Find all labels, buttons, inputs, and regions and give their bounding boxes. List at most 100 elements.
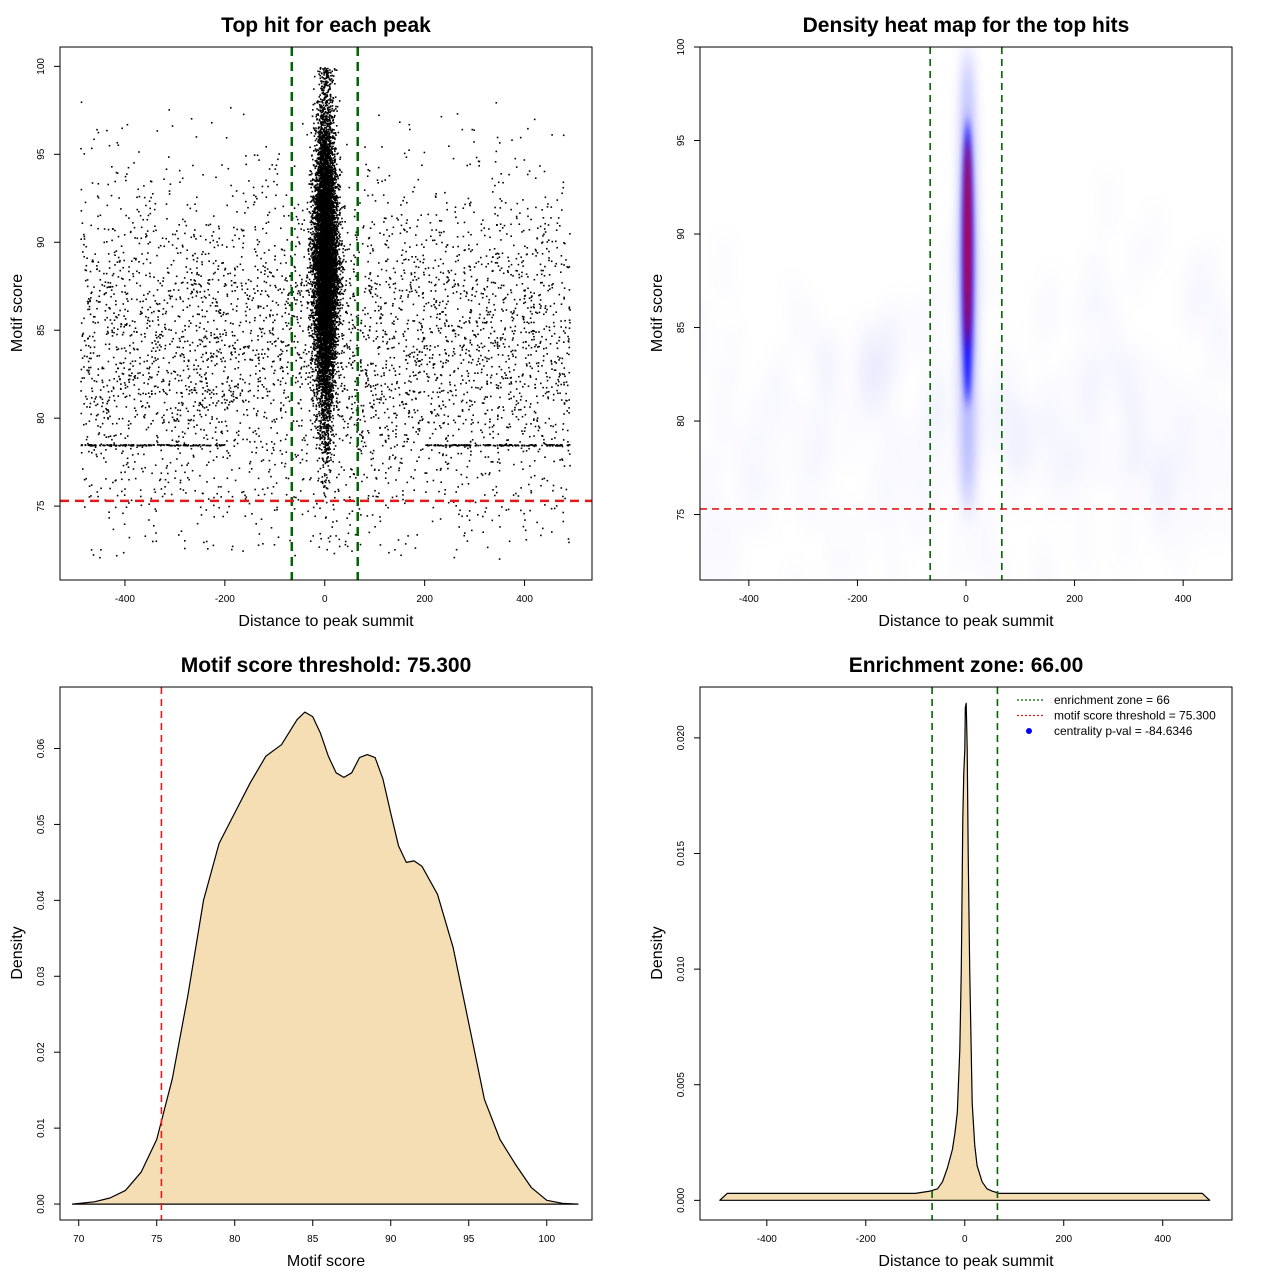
scatter-point bbox=[521, 231, 523, 233]
scatter-point bbox=[97, 433, 100, 436]
scatter-point bbox=[352, 293, 354, 296]
scatter-point bbox=[169, 343, 171, 345]
scatter-point bbox=[355, 236, 358, 239]
scatter-point bbox=[358, 374, 361, 376]
scatter-point bbox=[428, 376, 430, 379]
scatter-point bbox=[163, 419, 165, 421]
scatter-point bbox=[568, 412, 570, 414]
scatter-point bbox=[463, 344, 465, 346]
scatter-point bbox=[489, 444, 492, 446]
scatter-point bbox=[486, 382, 488, 385]
scatter-point bbox=[469, 311, 471, 313]
scatter-point bbox=[433, 421, 435, 424]
scatter-point bbox=[530, 423, 532, 425]
scatter-point bbox=[465, 476, 468, 479]
scatter-point bbox=[407, 328, 409, 330]
scatter-point bbox=[239, 422, 242, 424]
scatter-point bbox=[511, 312, 514, 315]
scatter-point bbox=[306, 307, 309, 309]
scatter-point bbox=[365, 373, 367, 376]
scatter-point bbox=[380, 375, 383, 378]
scatter-point bbox=[401, 309, 403, 311]
scatter-point bbox=[235, 431, 238, 434]
scatter-point bbox=[101, 422, 104, 425]
scatter-point bbox=[125, 350, 127, 352]
scatter-point bbox=[500, 267, 503, 269]
scatter-point bbox=[432, 391, 434, 393]
scatter-point bbox=[160, 472, 163, 474]
scatter-point bbox=[285, 277, 287, 279]
scatter-point bbox=[261, 384, 264, 386]
scatter-point bbox=[426, 480, 429, 483]
scatter-point bbox=[128, 217, 130, 219]
scatter-point bbox=[423, 391, 426, 393]
scatter-point bbox=[302, 123, 304, 125]
scatter-point bbox=[545, 443, 547, 446]
scatter-point bbox=[380, 397, 382, 399]
scatter-point bbox=[107, 409, 109, 411]
scatter-point bbox=[526, 173, 529, 176]
scatter-point bbox=[495, 485, 498, 488]
scatter-point bbox=[167, 481, 170, 484]
scatter-point bbox=[148, 320, 151, 323]
scatter-point bbox=[521, 283, 524, 285]
scatter-point bbox=[113, 319, 116, 321]
scatter-point bbox=[126, 462, 129, 464]
scatter-point bbox=[342, 320, 345, 322]
scatter-point bbox=[232, 308, 234, 311]
scatter-point bbox=[408, 409, 410, 412]
scatter-point bbox=[391, 496, 394, 499]
scatter-point bbox=[539, 293, 541, 296]
scatter-point bbox=[122, 551, 125, 554]
scatter-point bbox=[393, 320, 395, 323]
scatter-point bbox=[104, 319, 106, 321]
scatter-point bbox=[312, 384, 314, 387]
scatter-point bbox=[106, 402, 108, 405]
scatter-point bbox=[522, 433, 524, 435]
scatter-point bbox=[150, 311, 153, 314]
scatter-point bbox=[415, 364, 417, 366]
scatter-point bbox=[384, 440, 387, 442]
scatter-point bbox=[465, 444, 468, 446]
scatter-point bbox=[446, 244, 449, 246]
scatter-point bbox=[514, 157, 517, 160]
scatter-point bbox=[131, 454, 134, 456]
scatter-point bbox=[565, 392, 567, 395]
scatter-point bbox=[385, 363, 387, 366]
scatter-point bbox=[335, 401, 338, 403]
scatter-point bbox=[317, 303, 319, 306]
scatter-point bbox=[155, 331, 157, 333]
scatter-point bbox=[91, 451, 93, 454]
scatter-point bbox=[226, 381, 228, 383]
scatter-point bbox=[533, 330, 535, 332]
scatter-point bbox=[470, 201, 472, 204]
scatter-point bbox=[125, 406, 128, 408]
scatter-point bbox=[453, 285, 456, 287]
scatter-point bbox=[383, 374, 385, 377]
scatter-point bbox=[207, 288, 209, 291]
scatter-point bbox=[334, 496, 336, 499]
scatter-point bbox=[273, 372, 275, 375]
scatter-point bbox=[520, 275, 523, 278]
scatter-point bbox=[234, 368, 236, 370]
scatter-point bbox=[303, 219, 306, 221]
scatter-point bbox=[365, 338, 367, 341]
scatter-point bbox=[120, 444, 122, 446]
scatter-point bbox=[520, 256, 522, 258]
scatter-point bbox=[366, 515, 369, 517]
scatter-point bbox=[297, 290, 300, 293]
scatter-point bbox=[123, 523, 126, 525]
scatter-point bbox=[489, 236, 491, 239]
scatter-point bbox=[182, 309, 184, 311]
scatter-point bbox=[430, 444, 433, 446]
scatter-point bbox=[375, 288, 377, 290]
scatter-point bbox=[253, 201, 256, 203]
scatter-point bbox=[264, 270, 266, 272]
scatter-point bbox=[184, 220, 186, 223]
scatter-point bbox=[285, 300, 288, 303]
scatter-point bbox=[216, 417, 218, 420]
scatter-point bbox=[351, 550, 353, 552]
scatter-point bbox=[354, 401, 356, 404]
scatter-point bbox=[236, 339, 239, 341]
scatter-point bbox=[144, 444, 146, 446]
